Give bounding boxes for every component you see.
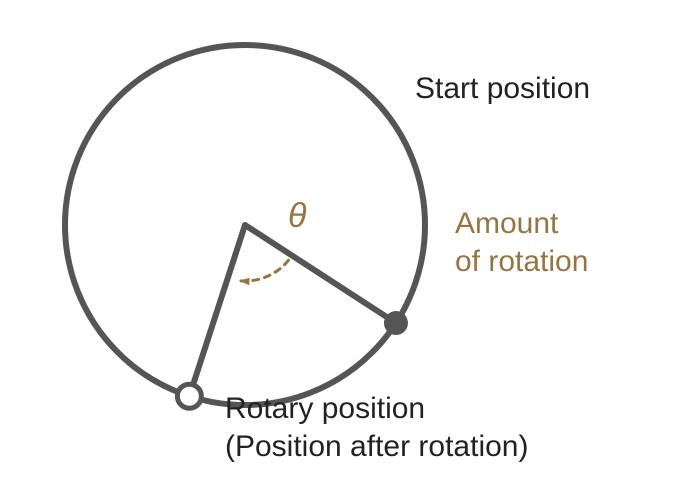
label-rotary-line2: (Position after rotation): [225, 430, 528, 463]
label-amount-of-rotation: Amount of rotation: [455, 205, 588, 280]
label-amount-line2: of rotation: [455, 245, 588, 278]
label-start-position-text: Start position: [415, 72, 590, 105]
label-rotary-position: Rotary position (Position after rotation…: [225, 390, 528, 465]
rotation-diagram: Start position θ Amount of rotation Rota…: [0, 0, 700, 500]
label-start-position: Start position: [415, 70, 590, 108]
label-rotary-line1: Rotary position: [225, 392, 425, 425]
label-theta: θ: [288, 195, 306, 238]
label-theta-text: θ: [288, 197, 306, 235]
label-amount-line1: Amount: [455, 207, 558, 240]
